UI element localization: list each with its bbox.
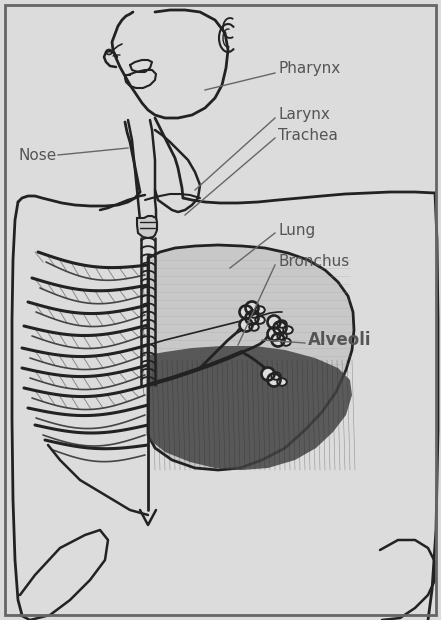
Polygon shape: [137, 216, 157, 238]
Circle shape: [240, 306, 252, 318]
Text: Pharynx: Pharynx: [278, 61, 340, 76]
Polygon shape: [148, 245, 354, 470]
Ellipse shape: [255, 316, 265, 324]
Circle shape: [246, 302, 258, 314]
Ellipse shape: [272, 373, 280, 379]
Ellipse shape: [250, 324, 258, 330]
Ellipse shape: [281, 339, 291, 345]
Text: Nose: Nose: [18, 148, 56, 162]
Ellipse shape: [277, 321, 287, 327]
Text: Trachea: Trachea: [278, 128, 338, 143]
Polygon shape: [148, 346, 352, 470]
Ellipse shape: [284, 327, 292, 334]
Circle shape: [272, 334, 284, 346]
Text: Lung: Lung: [278, 223, 315, 237]
Circle shape: [246, 312, 258, 324]
Circle shape: [262, 368, 274, 380]
Ellipse shape: [250, 311, 258, 317]
Circle shape: [274, 322, 286, 334]
Circle shape: [268, 316, 280, 328]
Text: Alveoli: Alveoli: [308, 331, 371, 349]
Ellipse shape: [255, 306, 265, 314]
Text: Larynx: Larynx: [278, 107, 330, 123]
Circle shape: [268, 374, 280, 386]
Ellipse shape: [277, 378, 287, 386]
Circle shape: [240, 319, 252, 331]
Text: Bronchus: Bronchus: [278, 254, 349, 270]
Ellipse shape: [277, 332, 287, 340]
Circle shape: [268, 328, 280, 340]
